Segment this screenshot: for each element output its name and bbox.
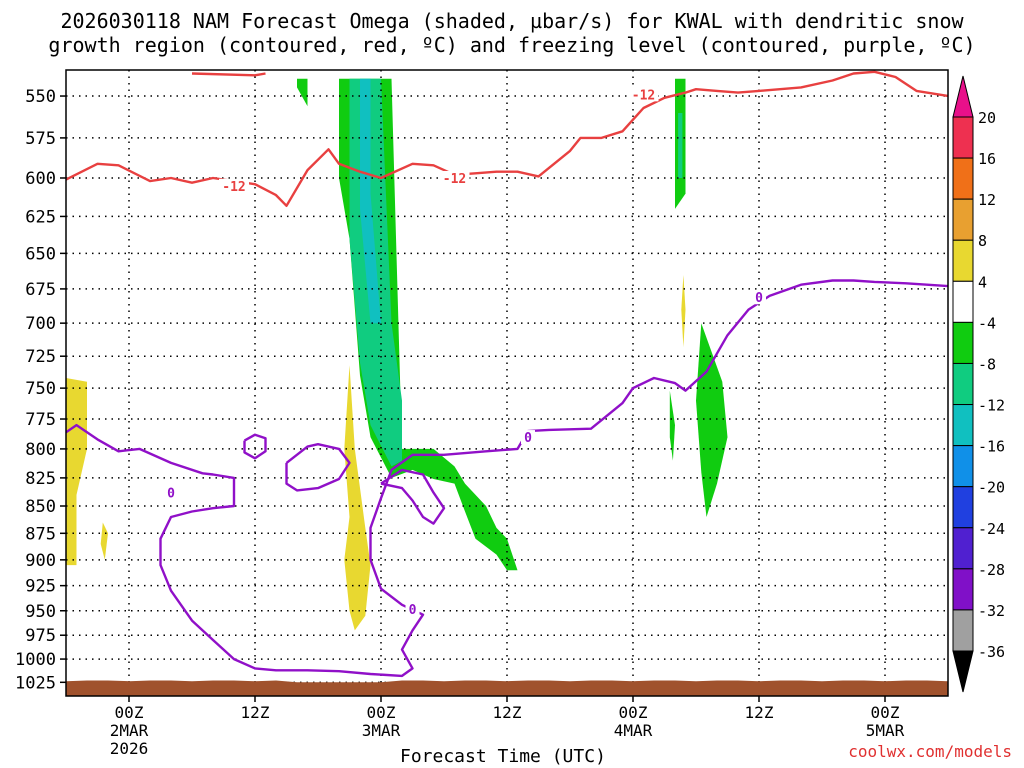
colorbar-label: -12: [978, 397, 1005, 415]
y-tick-label: 625: [25, 207, 56, 227]
x-tick-year: 2026: [110, 739, 149, 758]
colorbar-swatch: [952, 486, 974, 529]
contour-label-bg: [164, 485, 178, 500]
colorbar-label: 12: [978, 191, 996, 209]
omega-region-neg4: [297, 78, 308, 107]
y-tick-label: 825: [25, 469, 56, 489]
colorbar-label: 4: [978, 273, 987, 291]
colorbar-swatch: [952, 445, 974, 488]
contour-label-bg: [219, 178, 249, 193]
y-tick-label: 1000: [15, 650, 56, 670]
colorbar-swatch: [952, 362, 974, 406]
y-tick-label: 575: [25, 129, 56, 149]
y-tick-label: 675: [25, 280, 56, 300]
x-tick-date: 3MAR: [362, 721, 401, 740]
colorbar-top-arrow: [952, 75, 974, 118]
y-tick-label: 750: [25, 379, 56, 399]
x-tick-label: 00Z: [619, 703, 648, 722]
x-tick-date: 2MAR: [110, 721, 149, 740]
y-tick-label: 600: [25, 169, 56, 189]
colorbar-swatch: [952, 198, 974, 241]
colorbar-label: 8: [978, 232, 987, 250]
contour-label-bg: [521, 430, 535, 445]
colorbar-swatch: [952, 239, 974, 282]
omega-region-neg8: [678, 113, 683, 178]
chart-title-line-1: 2026030118 NAM Forecast Omega (shaded, µ…: [60, 9, 964, 33]
x-tick-label: 00Z: [367, 703, 396, 722]
x-tick-label: 00Z: [115, 703, 144, 722]
colorbar-label: -20: [978, 479, 1005, 497]
colorbar-label: 20: [978, 109, 996, 127]
colorbar-swatch: [952, 280, 974, 323]
omega-region-4: [344, 365, 371, 631]
contour-label: -12: [222, 180, 245, 195]
contour-label: 0: [167, 487, 175, 502]
colorbar-label: 16: [978, 150, 996, 168]
y-tick-label: 775: [25, 410, 56, 430]
freezing-level-contour: [243, 433, 267, 460]
colorbar-swatch: [952, 116, 974, 159]
chart-title-line-2: growth region (contoured, red, ºC) and f…: [48, 33, 976, 57]
colorbar-label: -28: [978, 561, 1005, 579]
x-tick-date: 5MAR: [866, 721, 905, 740]
colorbar-swatch: [952, 404, 974, 447]
colorbar-label: -36: [978, 643, 1005, 661]
omega-region-neg4: [669, 390, 675, 461]
y-tick-label: 950: [25, 602, 56, 622]
x-axis-title: Forecast Time (UTC): [400, 746, 606, 767]
colorbar-label: -8: [978, 355, 996, 373]
freezing-level-contour: [380, 468, 446, 525]
colorbar-bottom-arrow: [952, 650, 974, 693]
terrain-fill: [66, 680, 948, 696]
y-tick-label: 875: [25, 524, 56, 544]
y-tick-label: 550: [25, 87, 56, 107]
omega-region-4: [66, 378, 87, 566]
y-tick-label: 975: [25, 626, 56, 646]
x-tick-label: 12Z: [745, 703, 774, 722]
contour-label-bg: [405, 601, 420, 616]
colorbar-swatch: [952, 157, 974, 200]
y-tick-label: 850: [25, 497, 56, 517]
y-tick-label: 700: [25, 314, 56, 334]
dendritic-contour-neg12: [191, 72, 266, 77]
colorbar-label: -24: [978, 520, 1005, 538]
omega-region-4: [100, 522, 108, 560]
y-tick-label: 725: [25, 347, 56, 367]
y-tick-label: 1025: [15, 673, 56, 693]
contour-label-bg: [752, 290, 766, 305]
colorbar-label: -16: [978, 438, 1005, 456]
contour-label-bg: [628, 87, 659, 102]
contour-label: -12: [443, 172, 466, 187]
colorbar-label: -4: [978, 314, 996, 332]
contour-label-bg: [439, 170, 470, 185]
omega-region-neg12: [360, 78, 381, 324]
dendritic-contour-neg12: [66, 70, 948, 207]
colorbar-swatch: [952, 609, 974, 652]
site-credit: coolwx.com/models: [848, 742, 1012, 761]
colorbar-swatch: [952, 527, 974, 570]
omega-region-4: [681, 274, 686, 348]
contour-label: 0: [524, 431, 532, 446]
x-tick-label: 00Z: [871, 703, 900, 722]
freezing-level-contour: [66, 279, 948, 678]
x-tick-label: 12Z: [241, 703, 270, 722]
contour-label: 0: [409, 603, 417, 618]
x-tick-label: 12Z: [493, 703, 522, 722]
y-tick-label: 925: [25, 577, 56, 597]
x-tick-date: 4MAR: [614, 721, 653, 740]
colorbar-swatch: [952, 568, 974, 611]
freezing-level-contour: [285, 443, 351, 492]
contour-label: -12: [632, 88, 655, 103]
y-tick-label: 650: [25, 244, 56, 264]
colorbar-swatch: [952, 321, 974, 364]
omega-region-neg4: [696, 323, 728, 517]
y-tick-label: 900: [25, 551, 56, 571]
colorbar-label: -32: [978, 602, 1005, 620]
y-tick-label: 800: [25, 440, 56, 460]
contour-label: 0: [755, 291, 763, 306]
